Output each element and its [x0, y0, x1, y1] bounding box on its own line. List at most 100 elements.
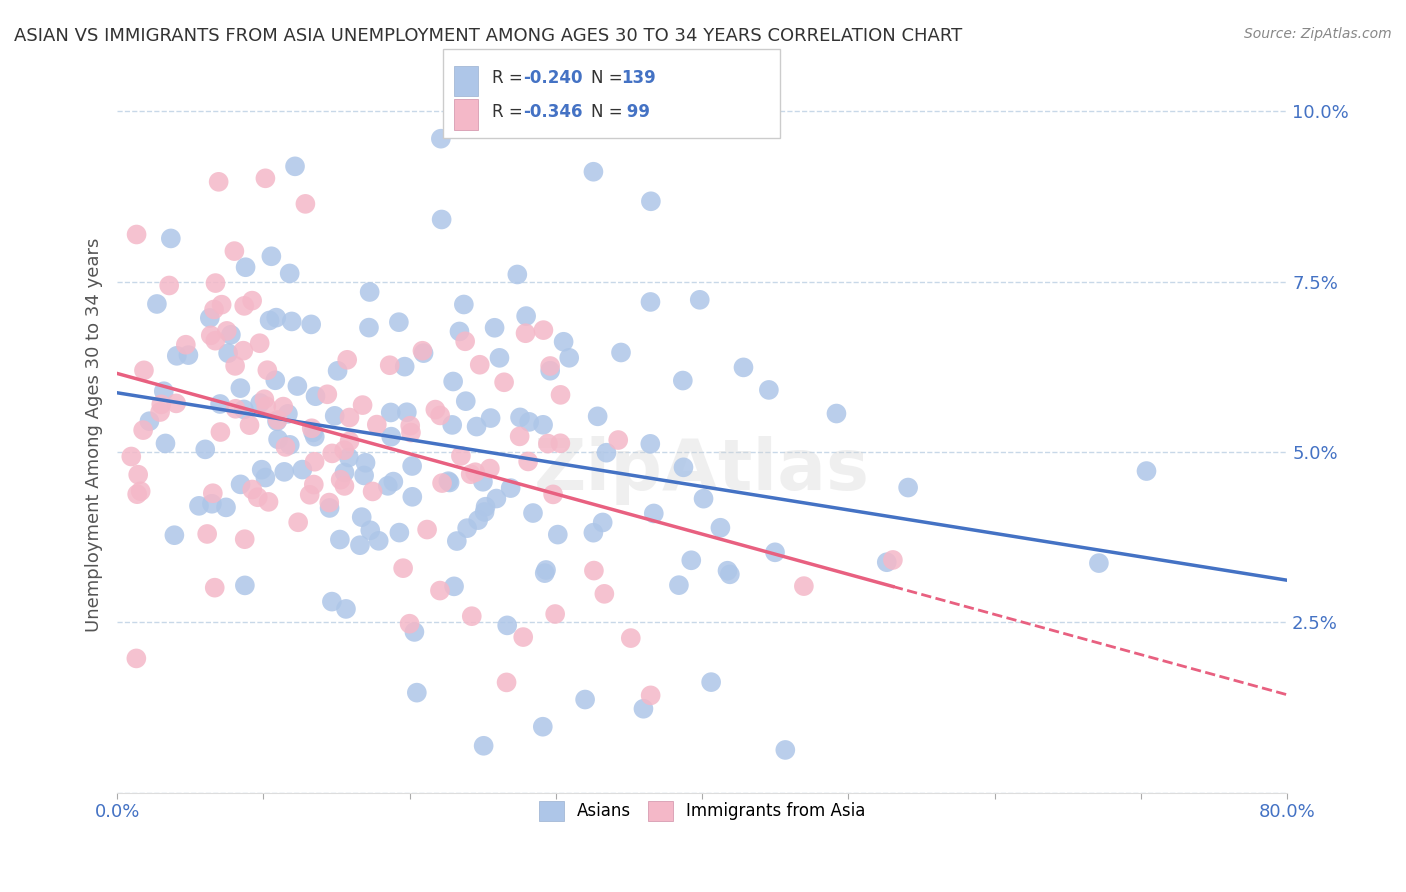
Point [643, 507, 665, 521]
Point [256, 363, 278, 377]
Point [278, 267, 301, 281]
Point [533, 323, 555, 337]
Point [593, 587, 616, 601]
Point [412, 346, 434, 360]
Point [897, 481, 920, 495]
Point [253, 392, 276, 407]
Point [558, 351, 581, 365]
Point [550, 436, 572, 450]
Point [299, 318, 322, 332]
Point [689, 293, 711, 307]
Point [474, 500, 496, 514]
Point [716, 564, 738, 578]
Point [318, 495, 340, 509]
Point [353, 468, 375, 483]
Point [349, 538, 371, 552]
Point [382, 475, 405, 489]
Point [125, 651, 148, 665]
Point [294, 197, 316, 211]
Point [1135, 464, 1157, 478]
Point [329, 473, 352, 487]
Point [217, 346, 239, 360]
Point [235, 260, 257, 275]
Point [215, 324, 238, 338]
Point [129, 484, 152, 499]
Point [425, 402, 447, 417]
Point [326, 364, 349, 378]
Point [468, 358, 491, 372]
Point [692, 491, 714, 506]
Point [672, 374, 695, 388]
Point [531, 417, 554, 432]
Point [298, 488, 321, 502]
Point [538, 364, 561, 378]
Point [266, 414, 288, 428]
Point [454, 394, 477, 409]
Point [461, 609, 484, 624]
Point [257, 495, 280, 509]
Point [229, 477, 252, 491]
Point [515, 309, 537, 323]
Point [149, 405, 172, 419]
Point [188, 499, 211, 513]
Point [479, 411, 502, 425]
Text: R =: R = [492, 69, 529, 87]
Point [273, 465, 295, 479]
Point [333, 466, 356, 480]
Point [378, 358, 401, 372]
Point [718, 567, 741, 582]
Point [201, 486, 224, 500]
Point [668, 578, 690, 592]
Point [464, 465, 486, 479]
Point [333, 479, 356, 493]
Point [465, 419, 488, 434]
Point [204, 334, 226, 348]
Point [157, 278, 180, 293]
Point [321, 594, 343, 608]
Point [441, 375, 464, 389]
Point [509, 429, 531, 443]
Point [607, 433, 630, 447]
Point [472, 475, 495, 489]
Text: -0.240: -0.240 [523, 69, 582, 87]
Point [152, 384, 174, 399]
Point [454, 334, 477, 349]
Point [496, 618, 519, 632]
Point [215, 500, 238, 515]
Point [395, 405, 418, 419]
Point [260, 249, 283, 263]
Point [672, 460, 695, 475]
Point [150, 397, 173, 411]
Point [246, 490, 269, 504]
Point [876, 555, 898, 569]
Point [339, 434, 361, 449]
Point [553, 334, 575, 349]
Point [640, 194, 662, 209]
Point [640, 437, 662, 451]
Point [416, 523, 439, 537]
Point [267, 433, 290, 447]
Point [456, 521, 478, 535]
Point [550, 388, 572, 402]
Point [160, 231, 183, 245]
Point [304, 430, 326, 444]
Point [472, 739, 495, 753]
Point [388, 315, 411, 329]
Point [127, 467, 149, 482]
Point [204, 581, 226, 595]
Point [361, 484, 384, 499]
Point [517, 415, 540, 429]
Point [155, 436, 177, 450]
Point [825, 407, 848, 421]
Point [211, 298, 233, 312]
Point [522, 506, 544, 520]
Point [202, 302, 225, 317]
Point [533, 566, 555, 581]
Point [595, 446, 617, 460]
Point [509, 410, 531, 425]
Point [446, 534, 468, 549]
Point [367, 533, 389, 548]
Point [478, 461, 501, 475]
Point [125, 227, 148, 242]
Point [429, 409, 451, 423]
